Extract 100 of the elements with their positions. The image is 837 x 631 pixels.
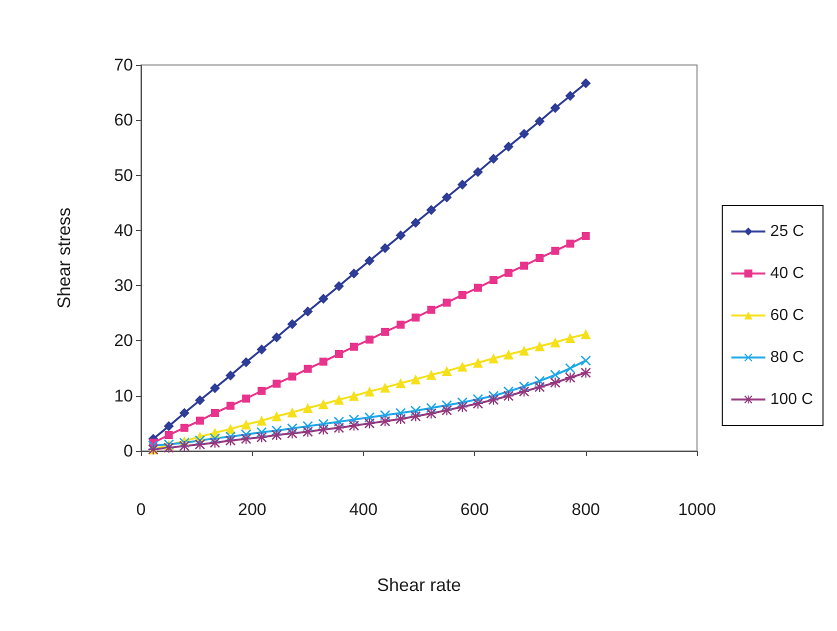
point [519, 346, 530, 356]
point [565, 90, 576, 101]
x-tick-label: 200 [238, 500, 266, 519]
point [242, 394, 250, 403]
point [426, 205, 436, 216]
point [350, 342, 358, 351]
point [381, 328, 390, 336]
point [287, 319, 298, 330]
point [164, 431, 173, 440]
point [427, 306, 436, 314]
point [457, 362, 468, 372]
point [226, 402, 235, 410]
x-tick-label: 400 [349, 500, 378, 519]
point [426, 408, 436, 419]
point [504, 350, 514, 360]
point [410, 218, 421, 228]
point [582, 232, 590, 240]
point [287, 428, 298, 438]
point [226, 370, 236, 380]
point [488, 154, 499, 164]
point [457, 180, 468, 190]
legend-label: 60 C [770, 307, 804, 324]
point [504, 142, 514, 152]
point [519, 128, 530, 139]
point [288, 372, 296, 381]
point [348, 390, 359, 401]
legend-label: 40 C [770, 265, 804, 282]
point [534, 382, 545, 392]
point [210, 383, 220, 394]
point [442, 192, 452, 202]
point [580, 356, 591, 366]
point [472, 166, 483, 177]
point [194, 395, 205, 406]
point [348, 268, 359, 278]
point [210, 408, 219, 417]
point [534, 116, 545, 126]
point [520, 262, 528, 270]
y-axis-title: Shear stress [54, 207, 74, 309]
point [210, 438, 220, 448]
point [241, 420, 252, 430]
y-tick-label: 60 [114, 110, 133, 130]
legend-label: 100 C [770, 391, 814, 408]
point [550, 337, 560, 348]
point [410, 411, 421, 422]
point [396, 230, 406, 240]
point [256, 416, 267, 426]
point [334, 422, 344, 433]
y-tick-label: 20 [114, 331, 133, 350]
point [196, 416, 204, 425]
point [550, 103, 560, 114]
point [442, 298, 451, 307]
point [180, 424, 188, 432]
point [565, 363, 576, 374]
point [580, 329, 591, 340]
point [319, 358, 328, 366]
point [272, 411, 282, 422]
x-tick-label: 1000 [678, 500, 716, 519]
point [426, 370, 436, 380]
point [318, 294, 328, 304]
point [380, 382, 390, 393]
x-axis-title: Shear rate [376, 575, 462, 595]
point [504, 268, 513, 277]
point [302, 426, 313, 437]
point [410, 374, 421, 384]
legend-label: 80 C [770, 349, 804, 366]
y-tick-label: 30 [114, 276, 133, 296]
point [256, 344, 267, 355]
point [566, 240, 574, 248]
point [565, 372, 576, 383]
point [334, 350, 343, 358]
point [366, 336, 374, 344]
point [380, 416, 390, 426]
x-tick-label: 600 [460, 500, 489, 519]
point [364, 386, 375, 396]
x-tick-label: 0 [136, 500, 146, 519]
point [442, 405, 452, 416]
y-tick-label: 70 [114, 56, 133, 74]
point [304, 364, 312, 373]
x-tick-label: 800 [572, 500, 600, 519]
point [272, 380, 281, 388]
point [396, 378, 406, 388]
point [179, 408, 190, 418]
point [488, 353, 499, 364]
point [258, 386, 266, 395]
point [565, 332, 576, 343]
point [580, 368, 591, 378]
point [412, 314, 420, 322]
point [490, 276, 498, 284]
point [272, 332, 282, 342]
point [442, 366, 452, 376]
point [334, 394, 344, 405]
point [474, 284, 482, 292]
point [488, 394, 499, 405]
y-tick-label: 50 [114, 166, 133, 185]
point [551, 246, 560, 255]
y-tick-label: 40 [114, 220, 133, 240]
point [272, 430, 282, 440]
point [287, 407, 298, 418]
point [256, 432, 267, 442]
point [396, 414, 406, 424]
